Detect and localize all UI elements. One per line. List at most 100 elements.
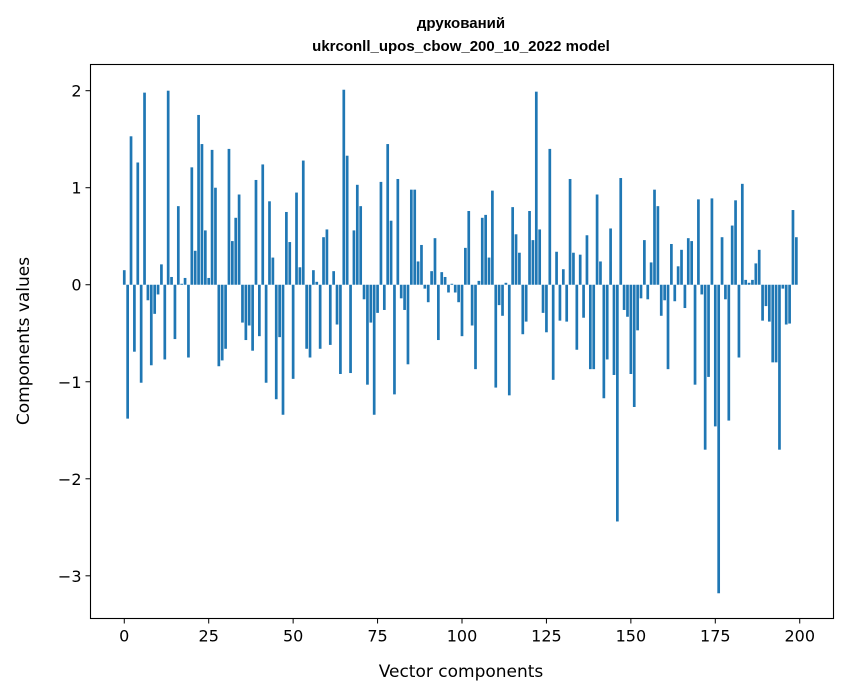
bar-component-13 xyxy=(166,90,170,285)
bar-component-72 xyxy=(366,284,369,385)
bar-component-123 xyxy=(538,229,542,285)
bar-component-196 xyxy=(784,284,788,325)
bar-component-174 xyxy=(710,198,714,285)
bar-component-134 xyxy=(575,284,579,350)
bar-component-60 xyxy=(325,229,329,285)
bar-component-107 xyxy=(484,214,487,285)
x-tick-label: 25 xyxy=(199,627,219,646)
bar-component-62 xyxy=(332,271,336,285)
bar-component-118 xyxy=(521,284,525,335)
bar-component-8 xyxy=(149,284,153,366)
bar-component-128 xyxy=(555,251,558,285)
bar-component-161 xyxy=(666,284,670,370)
bar-component-38 xyxy=(251,284,254,351)
bar-component-104 xyxy=(474,284,477,370)
bar-component-117 xyxy=(518,252,521,285)
bar-component-115 xyxy=(511,207,515,285)
bar-component-114 xyxy=(507,284,511,396)
y-tick-label: −2 xyxy=(58,470,82,489)
bar-component-122 xyxy=(534,91,538,285)
bar-component-32 xyxy=(230,241,234,285)
bar-component-90 xyxy=(426,284,430,303)
bar-component-198 xyxy=(791,210,795,285)
bar-component-182 xyxy=(737,284,741,358)
bar-component-29 xyxy=(220,284,224,361)
bar-component-10 xyxy=(156,284,160,295)
bar-component-99 xyxy=(457,284,460,303)
bar-component-178 xyxy=(724,284,727,300)
bar-component-31 xyxy=(227,148,231,285)
bar-component-147 xyxy=(619,178,623,285)
bar-component-158 xyxy=(656,206,660,285)
bar-component-27 xyxy=(214,187,217,285)
bar-component-120 xyxy=(528,211,531,285)
bar-component-12 xyxy=(163,284,167,360)
bar-component-47 xyxy=(281,284,285,415)
bar-component-66 xyxy=(345,155,349,285)
x-tick-label: 175 xyxy=(700,627,731,646)
bar-component-189 xyxy=(761,284,764,321)
bar-component-17 xyxy=(180,283,184,285)
bar-component-187 xyxy=(754,263,758,285)
bar-component-44 xyxy=(271,257,275,285)
x-tick-label: 75 xyxy=(367,627,387,646)
bar-component-154 xyxy=(643,240,646,285)
bar-component-87 xyxy=(416,261,420,285)
bar-component-28 xyxy=(217,284,221,367)
bar-component-111 xyxy=(497,284,501,306)
bar-component-143 xyxy=(605,284,609,360)
bar-component-50 xyxy=(291,284,295,379)
bar-component-149 xyxy=(626,284,629,317)
bar-component-172 xyxy=(703,284,707,450)
bar-component-98 xyxy=(453,284,457,293)
bars-group xyxy=(122,89,798,594)
bar-component-14 xyxy=(170,276,173,285)
bar-component-106 xyxy=(480,217,484,285)
bar-component-11 xyxy=(160,264,163,285)
bar-component-126 xyxy=(548,148,552,285)
bar-component-131 xyxy=(565,284,569,322)
bar-component-92 xyxy=(433,238,437,285)
bar-component-36 xyxy=(244,284,248,341)
bar-component-6 xyxy=(143,92,146,285)
bar-component-78 xyxy=(386,144,390,285)
bar-component-1 xyxy=(126,284,130,419)
bar-component-191 xyxy=(767,284,771,322)
bar-component-148 xyxy=(622,284,626,310)
bar-component-184 xyxy=(744,279,748,285)
bar-component-79 xyxy=(389,220,393,285)
bar-component-119 xyxy=(524,284,528,322)
y-tick-label: 2 xyxy=(71,82,81,101)
bar-component-159 xyxy=(659,284,663,316)
bar-component-101 xyxy=(464,247,467,285)
bar-component-7 xyxy=(146,284,150,301)
bar-component-152 xyxy=(636,284,639,331)
y-axis-label: Components values xyxy=(14,257,34,425)
bar-component-112 xyxy=(501,284,504,316)
bar-component-22 xyxy=(197,114,200,285)
x-axis-label: Vector components xyxy=(379,662,544,682)
bar-component-37 xyxy=(247,284,251,326)
bar-component-136 xyxy=(582,284,585,318)
bar-component-95 xyxy=(443,276,447,285)
bar-component-40 xyxy=(258,284,261,337)
y-tick-label: 0 xyxy=(71,276,81,295)
bar-component-150 xyxy=(629,284,633,375)
x-tick-label: 200 xyxy=(784,627,815,646)
bar-component-61 xyxy=(328,284,332,345)
chart-title: друкований xyxy=(417,15,505,32)
bar-component-169 xyxy=(693,284,697,385)
bar-component-180 xyxy=(730,225,734,285)
bar-component-171 xyxy=(700,284,704,295)
bar-component-166 xyxy=(683,284,687,309)
bar-component-141 xyxy=(599,261,602,285)
bar-component-77 xyxy=(382,284,386,310)
bar-component-197 xyxy=(788,284,791,324)
bar-component-125 xyxy=(545,284,548,333)
bar-component-192 xyxy=(771,284,775,363)
bar-component-42 xyxy=(264,284,268,383)
bar-component-67 xyxy=(349,284,352,374)
bar-component-54 xyxy=(305,284,308,349)
bar-component-181 xyxy=(734,200,737,285)
